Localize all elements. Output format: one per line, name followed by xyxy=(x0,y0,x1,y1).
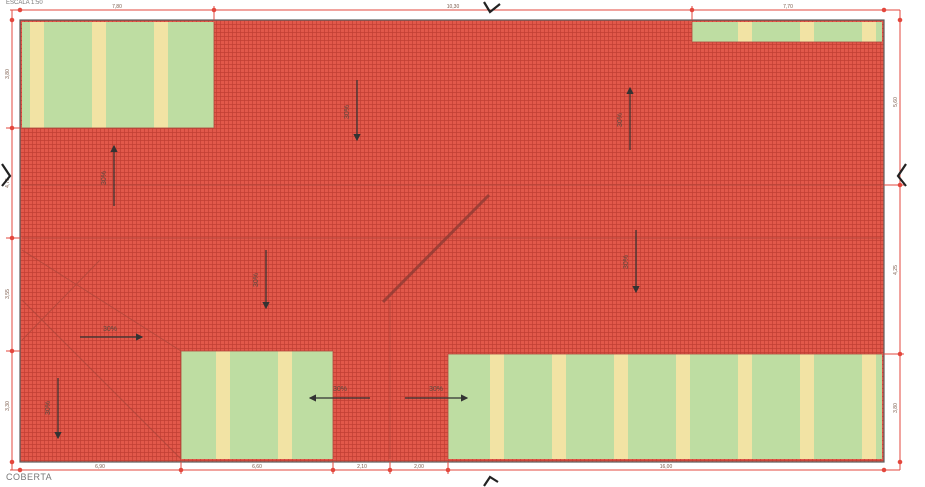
dimension-lines xyxy=(6,6,904,474)
slope-label-9: 30% xyxy=(45,401,52,415)
dim-top-1: 7,80 xyxy=(112,4,122,10)
dim-bottom-4: 2,00 xyxy=(414,464,424,470)
dim-top-2: 10,30 xyxy=(447,4,460,10)
terrace-top-left xyxy=(22,22,214,128)
slope-label-7: 30% xyxy=(333,386,347,393)
dim-top-3: 7,70 xyxy=(783,4,793,10)
drawing-scale: ESCALA 1:50 xyxy=(6,0,43,6)
slope-label-5: 30% xyxy=(623,255,630,269)
terrace-bottom-right xyxy=(448,354,882,459)
dim-left-1: 3,80 xyxy=(5,69,11,79)
slope-label-3: 30% xyxy=(101,171,108,185)
dim-bottom-1: 6,90 xyxy=(95,464,105,470)
slope-label-6: 30% xyxy=(103,326,117,333)
dim-right-3: 3,80 xyxy=(893,403,899,413)
dim-bottom-2: 6,60 xyxy=(252,464,262,470)
dim-right-1: 5,60 xyxy=(893,97,899,107)
section-markers xyxy=(1,1,907,487)
slope-arrows xyxy=(54,80,640,440)
slope-label-2: 30% xyxy=(617,113,624,127)
drawing-caption: COBERTA xyxy=(6,472,53,482)
hip-line xyxy=(381,193,491,304)
terrace-top-right xyxy=(692,22,882,42)
roof-division-lines xyxy=(21,22,882,460)
dim-left-4: 3,30 xyxy=(5,401,11,411)
slope-label-4: 30% xyxy=(253,273,260,287)
dim-left-3: 3,55 xyxy=(5,289,11,299)
dim-left-2: 4,75 xyxy=(5,178,11,188)
dim-bottom-5: 16,00 xyxy=(660,464,673,470)
roof-outline xyxy=(19,19,885,463)
dim-right-2: 4,25 xyxy=(893,265,899,275)
slope-label-1: 30% xyxy=(344,105,351,119)
slope-label-8: 30% xyxy=(429,386,443,393)
dim-bottom-3: 2,10 xyxy=(357,464,367,470)
terrace-bottom-center xyxy=(181,351,333,459)
